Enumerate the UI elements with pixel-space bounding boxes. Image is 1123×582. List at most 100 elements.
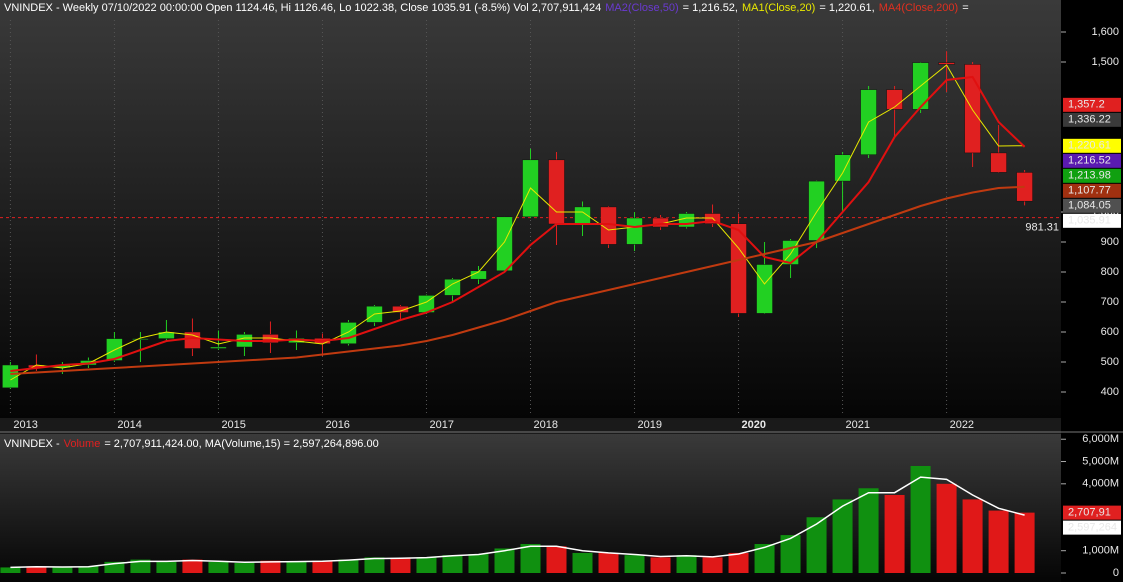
header-part: = 1,216.52, <box>683 2 738 14</box>
y-tick-label: 800 <box>1101 266 1119 278</box>
candle-body <box>548 159 565 225</box>
volume-bar <box>962 499 983 573</box>
candle-body <box>964 64 981 154</box>
price-marker-label: 1,107.77 <box>1068 185 1111 197</box>
volume-bar <box>884 494 905 573</box>
volume-bar <box>988 510 1009 573</box>
volume-bar <box>754 544 775 573</box>
volume-bar <box>312 560 333 573</box>
header-part: MA2(Close,50) <box>605 2 678 14</box>
candle-body <box>756 264 773 314</box>
x-tick-label: 2018 <box>534 419 558 431</box>
price-marker <box>1063 505 1121 520</box>
volume-bar <box>364 557 385 573</box>
y-tick-label: 900 <box>1101 236 1119 248</box>
y-axis-area <box>1061 0 1123 582</box>
volume-bar <box>338 559 359 573</box>
volume-bar <box>676 555 697 573</box>
y-tick-label: 0 <box>1113 567 1119 579</box>
header-part: = <box>962 2 968 14</box>
volume-bar <box>702 557 723 573</box>
volume-bar <box>728 552 749 573</box>
candle-body <box>626 217 643 245</box>
volume-bar <box>598 552 619 573</box>
y-tick-label: 1,000M <box>1082 545 1119 557</box>
ma-line <box>10 64 1025 381</box>
volume-bar <box>858 488 879 573</box>
volume-bar <box>286 561 307 573</box>
candle-body <box>730 223 747 314</box>
price-marker-label: 1,084.05 <box>1068 200 1111 212</box>
volume-bar <box>78 566 99 573</box>
price-marker <box>1063 183 1121 198</box>
price-marker-label: 1,336.22 <box>1068 114 1111 126</box>
volume-bar <box>468 554 489 573</box>
volume-bar <box>104 561 125 573</box>
price-marker <box>1063 520 1121 535</box>
volume-bar <box>494 548 515 573</box>
price-marker-label: 1,216.52 <box>1068 155 1111 167</box>
volume-bar <box>624 555 645 573</box>
y-tick-label: 400 <box>1101 386 1119 398</box>
candle-body <box>392 305 409 313</box>
header-part: MA4(Close,200) <box>879 2 958 14</box>
candle-body <box>496 216 513 272</box>
price-marker-label: 1,357.2 <box>1068 99 1105 111</box>
volume-bar <box>130 559 151 573</box>
candle-body <box>132 338 149 340</box>
volume-bar <box>806 517 827 573</box>
volume-bar <box>26 566 47 573</box>
price-marker-label: 2,597,264 <box>1068 522 1117 534</box>
price-marker <box>1063 138 1121 153</box>
volume-bar <box>208 561 229 573</box>
header-part: VNINDEX - Weekly 07/10/2022 00:00:00 Ope… <box>4 2 601 14</box>
candle-body <box>444 278 461 296</box>
price-marker-label: 1,035.91 <box>1068 215 1111 227</box>
volume-bar <box>650 557 671 573</box>
header-part: Volume <box>64 438 101 450</box>
volume-ma-line <box>10 476 1025 569</box>
candle-body <box>886 89 903 110</box>
level-label: 981.31 <box>1025 222 1059 234</box>
candle-body <box>938 62 955 65</box>
price-marker <box>1063 153 1121 168</box>
volume-bar <box>780 535 801 573</box>
volume-bar <box>520 544 541 573</box>
x-tick-label: 2014 <box>117 419 141 431</box>
y-tick-label: 500 <box>1101 356 1119 368</box>
y-tick-label: 700 <box>1101 296 1119 308</box>
candle-body <box>340 322 357 344</box>
y-tick-label: 6,000M <box>1082 433 1119 445</box>
header: VNINDEX - Volume = 2,707,911,424.00, MA(Vo… <box>4 438 379 450</box>
volume-bar <box>390 558 411 573</box>
header-part: VNINDEX - <box>4 438 60 450</box>
volume-bar <box>416 557 437 573</box>
x-tick-label: 2022 <box>950 419 974 431</box>
volume-bar <box>442 555 463 573</box>
x-tick-label: 2019 <box>638 419 662 431</box>
volume-bar <box>234 562 255 573</box>
price-marker <box>1063 198 1121 213</box>
volume-bar <box>0 567 21 573</box>
y-tick-label: 5,000M <box>1082 455 1119 467</box>
volume-bar <box>832 499 853 573</box>
ma-line <box>10 185 1025 375</box>
price-marker-label: 1,213.98 <box>1068 170 1111 182</box>
x-tick-label: 2016 <box>325 419 349 431</box>
candle-body <box>990 152 1007 173</box>
price-marker-label: 1,220.61 <box>1068 140 1111 152</box>
header-part: MA1(Close,20) <box>742 2 815 14</box>
header: VNINDEX - Weekly 07/10/2022 00:00:00 Ope… <box>4 2 969 14</box>
volume-bar <box>546 546 567 573</box>
volume-bar <box>572 552 593 573</box>
header-part: = 1,220.61, <box>819 2 874 14</box>
volume-bar <box>260 560 281 573</box>
candle-body <box>470 270 487 280</box>
volume-bar <box>936 483 957 573</box>
volume-bar <box>182 559 203 573</box>
y-tick-label: 600 <box>1101 326 1119 338</box>
price-marker <box>1063 213 1121 228</box>
x-tick-label: 2017 <box>429 419 453 431</box>
